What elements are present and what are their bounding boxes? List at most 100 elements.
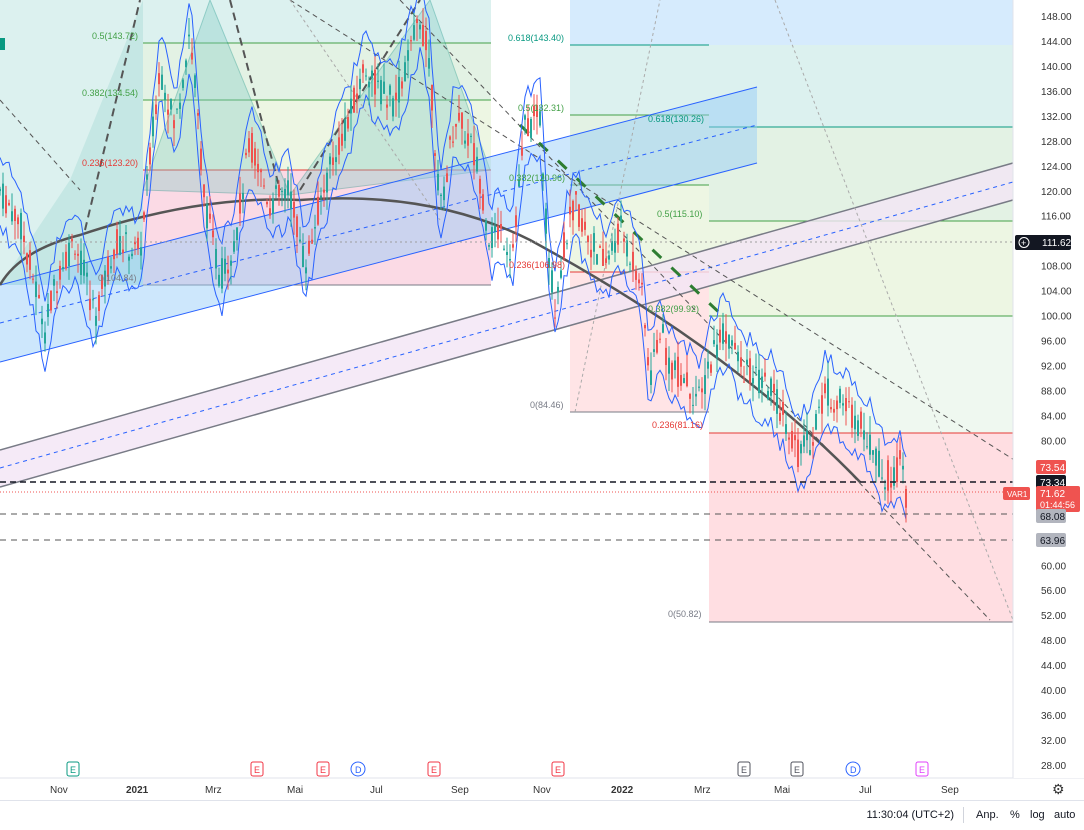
dividend-marker-icon[interactable]: D	[350, 761, 366, 777]
earnings-marker-icon[interactable]: E	[737, 761, 751, 777]
candle-body	[740, 357, 742, 367]
candle-body	[599, 246, 601, 248]
candle-body	[851, 404, 853, 428]
earnings-marker-icon[interactable]: E	[551, 761, 565, 777]
candle-body	[767, 390, 769, 400]
time-label-3: Mai	[287, 785, 303, 796]
settings-gear-icon[interactable]: ⚙	[1052, 781, 1065, 797]
candle-body	[56, 291, 58, 294]
candle-body	[368, 81, 370, 88]
candle-body	[797, 439, 799, 467]
fib-mid-2: 0.382(120.96)	[509, 173, 565, 183]
candle-body	[263, 185, 265, 187]
candle-body	[824, 383, 826, 394]
candle-body	[182, 79, 184, 88]
candle-body	[533, 105, 535, 117]
svg-text:E: E	[794, 765, 800, 775]
fib-right-3: 0.236(81.16)	[652, 420, 703, 430]
candle-body	[812, 442, 814, 446]
candle-body	[656, 339, 658, 353]
bollinger-envelope	[0, 0, 907, 520]
dashed-trend-lines[interactable]	[0, 0, 1031, 621]
candle-body	[719, 329, 721, 343]
candle-body	[473, 143, 475, 166]
candle-body	[287, 180, 289, 196]
candle-body	[92, 299, 94, 301]
horizontal-levels[interactable]	[0, 241, 1030, 541]
candle-body	[488, 245, 490, 247]
candle-body	[140, 247, 142, 256]
badge-last-price: 71.62	[1040, 489, 1065, 500]
candle-body	[272, 198, 274, 215]
auto-button[interactable]: auto	[1054, 809, 1076, 821]
price-badges[interactable]: 73.54 73.34 VAR1 71.62 01:44:56 68.08 63…	[1003, 460, 1080, 547]
earnings-marker-icon[interactable]: E	[790, 761, 804, 777]
candle-body	[779, 412, 781, 421]
green-dashed-trendline[interactable]	[518, 123, 727, 320]
candle-body	[185, 60, 187, 68]
candle-body	[890, 483, 892, 488]
candle-body	[257, 163, 259, 173]
candle-body	[26, 253, 28, 265]
candle-body	[230, 260, 232, 266]
candle-body	[494, 226, 496, 232]
candle-body	[302, 245, 304, 268]
series-marker-icon	[0, 38, 5, 50]
price-scale[interactable]	[1013, 0, 1084, 778]
svg-text:E: E	[320, 765, 326, 775]
dividend-marker-icon[interactable]: D	[845, 761, 861, 777]
earnings-marker-icon[interactable]: E	[66, 761, 80, 777]
plus-icon: +	[1021, 238, 1026, 248]
candle-body	[737, 351, 739, 362]
blue-parallel-channel[interactable]	[0, 86, 758, 363]
candle-body	[431, 84, 433, 111]
candle-body	[95, 315, 97, 326]
price-tick: 120.00	[1041, 187, 1072, 198]
pink-parallel-channel[interactable]	[0, 162, 1014, 488]
candle-body	[224, 258, 226, 274]
price-tick: 60.00	[1041, 561, 1066, 572]
price-tick: 144.00	[1041, 37, 1072, 48]
earnings-marker-icon[interactable]: E	[250, 761, 264, 777]
candlesticks[interactable]	[0, 8, 907, 523]
candle-body	[455, 123, 457, 127]
fib-retracement-middle[interactable]	[570, 0, 1013, 413]
percent-button[interactable]: %	[1010, 809, 1020, 821]
crosshair-price-badge[interactable]: + 111.62	[1015, 235, 1072, 250]
candle-body	[407, 50, 409, 61]
earnings-marker-icon[interactable]: E	[915, 761, 929, 777]
candle-body	[365, 75, 367, 77]
adjust-button[interactable]: Anp.	[976, 809, 999, 821]
arc-curve[interactable]	[0, 197, 861, 483]
envelope-upper	[0, 0, 907, 458]
candle-body	[872, 450, 874, 455]
price-tick: 36.00	[1041, 711, 1066, 722]
candle-body	[440, 194, 442, 196]
candle-body	[536, 105, 538, 118]
candle-body	[770, 378, 772, 396]
candle-body	[761, 376, 763, 388]
svg-text:E: E	[70, 765, 76, 775]
candle-body	[704, 375, 706, 395]
time-axis[interactable]: Nov 2021 Mrz Mai Jul Sep Nov 2022 Mrz Ma…	[50, 785, 959, 796]
candle-body	[77, 253, 79, 256]
price-chart[interactable]: 0.5(143.72) 0.382(134.54) 0.236(123.20) …	[0, 0, 1084, 800]
candle-body	[17, 217, 19, 225]
candle-body	[284, 188, 286, 199]
candle-body	[0, 188, 1, 192]
candle-body	[617, 223, 619, 245]
candle-body	[329, 156, 331, 165]
candle-body	[122, 249, 124, 254]
candle-body	[668, 357, 670, 374]
log-button[interactable]: log	[1030, 809, 1045, 821]
earnings-marker-icon[interactable]: E	[427, 761, 441, 777]
candle-body	[74, 253, 76, 255]
fan-lines	[289, 0, 1014, 621]
candle-body	[203, 184, 205, 198]
candle-body	[884, 487, 886, 490]
candle-body	[665, 347, 667, 366]
candle-body	[41, 318, 43, 325]
candle-body	[623, 238, 625, 242]
earnings-marker-icon[interactable]: E	[316, 761, 330, 777]
